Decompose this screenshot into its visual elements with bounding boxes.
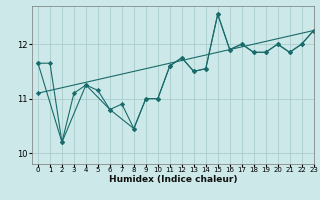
X-axis label: Humidex (Indice chaleur): Humidex (Indice chaleur) xyxy=(108,175,237,184)
